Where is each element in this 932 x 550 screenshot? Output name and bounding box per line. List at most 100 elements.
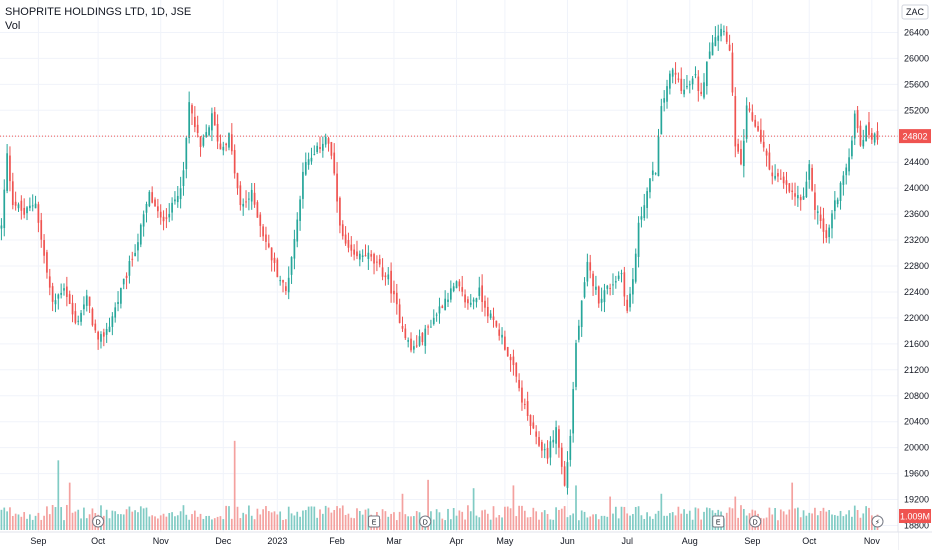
- candle-body: [760, 129, 762, 142]
- candle-body: [199, 136, 202, 147]
- volume-bar: [216, 516, 219, 530]
- time-tick-label: Aug: [682, 536, 698, 546]
- symbol-title[interactable]: SHOPRITE HOLDINGS LTD, 1D, JSE: [5, 6, 191, 18]
- volume-bar: [128, 506, 131, 530]
- volume-bar: [213, 518, 216, 530]
- volume-bar: [134, 510, 136, 530]
- candle-body: [671, 69, 674, 77]
- volume-bar: [509, 508, 512, 530]
- volume-bar: [683, 509, 685, 530]
- volume-bar: [623, 506, 626, 530]
- time-tick-label: Jun: [560, 536, 575, 546]
- volume-bar: [688, 510, 691, 530]
- time-axis-panel[interactable]: [0, 532, 898, 550]
- volume-bar: [199, 513, 202, 530]
- volume-bar: [862, 513, 865, 530]
- dividend-event-icon[interactable]: D: [749, 515, 762, 528]
- volume-bar: [797, 507, 799, 530]
- dividend-event-icon[interactable]: D: [92, 515, 105, 528]
- candle-body: [91, 308, 94, 326]
- volume-bar: [671, 512, 674, 530]
- price-axis-panel[interactable]: [898, 0, 932, 550]
- volume-bar: [646, 512, 648, 530]
- candle-body: [484, 300, 486, 308]
- candle-body: [515, 362, 518, 377]
- candle-body: [287, 277, 290, 293]
- candle-body: [660, 106, 663, 135]
- earnings-event-icon[interactable]: E: [712, 515, 725, 528]
- volume-bar: [595, 514, 597, 530]
- candle-body: [802, 196, 805, 200]
- volume-bar: [868, 507, 870, 530]
- volume-bar: [279, 511, 282, 530]
- candle-body: [629, 293, 631, 308]
- volume-bar: [20, 516, 23, 530]
- price-tick-label: 20400: [904, 417, 929, 427]
- volume-bar: [137, 512, 139, 530]
- candle-body: [29, 205, 31, 209]
- candle-body: [418, 336, 421, 346]
- earnings-event-icon[interactable]: E: [368, 515, 381, 528]
- candle-body: [0, 225, 3, 229]
- currency-badge[interactable]: [901, 4, 929, 20]
- candle-body: [472, 299, 475, 302]
- candle-body: [674, 72, 677, 75]
- candle-body: [612, 284, 614, 286]
- volume-bar: [296, 511, 299, 530]
- volume-bar: [398, 511, 401, 530]
- volume-label[interactable]: Vol: [5, 20, 20, 32]
- split-event-icon[interactable]: ⚡: [871, 515, 884, 528]
- currency-label: ZAC: [906, 7, 925, 17]
- volume-bar: [484, 509, 486, 530]
- volume-bar: [390, 513, 392, 530]
- volume-bar: [686, 513, 688, 530]
- candle-body: [495, 320, 498, 327]
- volume-bar: [387, 516, 390, 530]
- event-badge-shape: [749, 515, 762, 528]
- price-tick-label: 22000: [904, 313, 929, 323]
- candle-body: [316, 145, 319, 152]
- volume-bar: [708, 508, 711, 530]
- time-tick-label: May: [496, 536, 514, 546]
- event-badge-shape: [419, 515, 432, 528]
- dividend-event-icon[interactable]: D: [419, 515, 432, 528]
- volume-bar: [768, 507, 771, 530]
- volume-bar: [191, 514, 193, 530]
- volume-bar: [816, 515, 819, 530]
- volume-bar: [785, 514, 788, 530]
- price-tick-label: 24000: [904, 183, 929, 193]
- candle-body: [464, 294, 466, 303]
- volume-bar: [597, 519, 600, 530]
- candle-body: [677, 78, 680, 80]
- event-badge-shape: [871, 515, 884, 528]
- candle-body: [321, 143, 324, 151]
- volume-bar: [518, 505, 520, 530]
- candle-body: [686, 86, 688, 88]
- price-tick-label: 20800: [904, 391, 929, 401]
- candle-body: [213, 111, 216, 126]
- candle-body: [663, 98, 666, 103]
- candle-body: [253, 192, 256, 205]
- time-tick-label: 2023: [267, 536, 287, 546]
- candle-body: [779, 178, 782, 180]
- candle-body: [279, 280, 282, 282]
- volume-bar: [196, 516, 199, 530]
- volume-bar: [65, 504, 68, 530]
- candle-body: [80, 312, 82, 322]
- candle-body: [307, 159, 310, 165]
- price-tick-label: 25600: [904, 79, 929, 89]
- candle-body: [330, 142, 333, 156]
- volume-bar: [353, 518, 355, 530]
- last-price-box: [899, 129, 931, 144]
- volume-bar: [663, 515, 666, 530]
- candle-body: [455, 281, 458, 289]
- volume-bar: [444, 520, 447, 530]
- price-tick-label: 21200: [904, 365, 929, 375]
- volume-bar: [805, 515, 808, 530]
- volume-bar: [125, 509, 128, 530]
- volume-bar: [319, 509, 321, 530]
- volume-bar: [120, 514, 122, 530]
- volume-bar: [236, 506, 239, 530]
